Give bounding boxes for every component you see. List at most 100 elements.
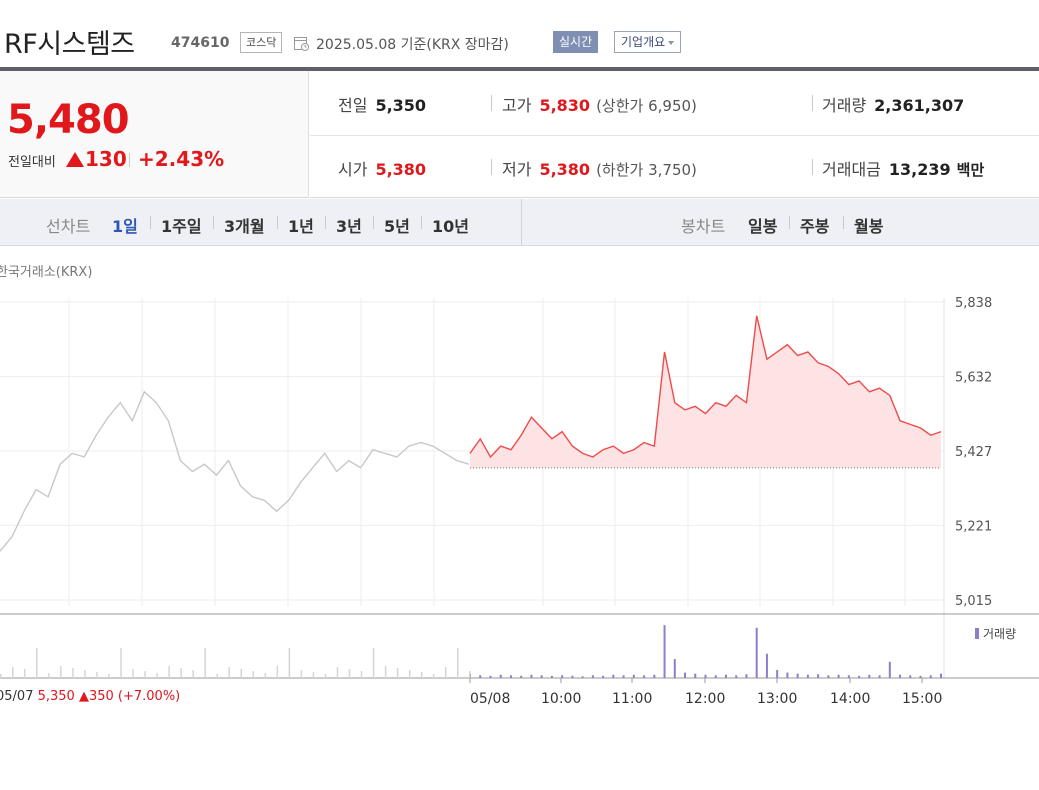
tab-separator <box>421 216 422 229</box>
tab-1y[interactable]: 1년 <box>288 217 314 236</box>
stat-separator <box>812 95 813 111</box>
volume-bar <box>878 675 881 678</box>
tab-1w[interactable]: 1주일 <box>161 217 202 236</box>
prev-volume-bar <box>444 667 447 678</box>
prev-volume-bar <box>12 667 14 678</box>
compare-label: 전일대비 <box>8 155 56 170</box>
volume-bar <box>847 675 850 678</box>
volume-bar <box>806 674 809 678</box>
today-line <box>469 315 942 459</box>
tab-1d[interactable]: 1일 <box>112 217 138 236</box>
prev-volume-bar <box>72 668 74 678</box>
prev-volume-bar <box>288 648 291 678</box>
volume-bar <box>909 675 912 678</box>
chart-grid <box>0 298 1039 679</box>
prev-volume-bar <box>168 666 170 678</box>
volume-bar <box>581 676 584 678</box>
prev-volume-bar <box>180 668 182 678</box>
stock-name: RF시스템즈 <box>4 29 135 60</box>
volume-bar <box>499 674 502 678</box>
prev-volume-bar <box>204 648 206 678</box>
volume-bar <box>888 661 891 678</box>
stat-value: 5,830 <box>539 96 591 115</box>
company-overview-label: 기업개요 <box>621 35 666 49</box>
prev-volume-bar <box>108 674 110 678</box>
prev-day-rate: (+7.00%) <box>117 689 181 704</box>
volume-legend: 거래량 <box>975 625 1016 642</box>
tabs-divider <box>521 199 522 246</box>
volume-bar <box>571 675 574 678</box>
tab-10y[interactable]: 10년 <box>432 217 469 236</box>
volume-bar <box>694 673 697 678</box>
prev-volume-bar <box>264 673 267 678</box>
up-arrow-icon <box>66 152 84 167</box>
data-source: 한국거래소(KRX) <box>0 265 93 280</box>
volume-bar <box>929 675 932 678</box>
tab-monthly-candle[interactable]: 월봉 <box>854 217 884 236</box>
prev-volume-bar <box>60 666 62 678</box>
calendar-icon <box>294 37 309 51</box>
prev-volume-bar <box>216 674 218 678</box>
price-chart: 5,838 5,632 5,427 5,221 5,015 05/08 10:00 11:00… <box>0 296 1039 707</box>
prev-volume-bar <box>120 648 122 678</box>
stock-code: 474610 <box>171 35 230 51</box>
line-chart-label: 선차트 <box>46 217 91 236</box>
header-divider <box>0 67 1039 71</box>
y-tick-label: 5,221 <box>955 519 992 534</box>
stat-separator <box>491 95 492 111</box>
volume-bar <box>899 674 902 678</box>
volume-bar <box>530 674 533 678</box>
stat-amount: 거래대금 13,239 백만 <box>822 156 984 180</box>
y-tick-label: 5,427 <box>955 445 992 460</box>
y-tick-label: 5,632 <box>955 371 992 386</box>
prev-volume-bar <box>228 667 230 678</box>
y-tick-label: 5,015 <box>955 594 992 609</box>
tab-daily-candle[interactable]: 일봉 <box>748 217 778 236</box>
volume-bar <box>479 675 482 678</box>
volume-bar <box>940 673 942 678</box>
stat-high: 고가 5,830 (상한가 6,950) <box>502 92 697 116</box>
prev-volume-bar <box>360 671 363 678</box>
tab-separator <box>325 216 326 229</box>
volume-legend-label: 거래량 <box>983 627 1017 641</box>
x-tick-label: 05/08 <box>470 691 510 707</box>
stat-label: 시가 <box>338 160 368 179</box>
volume-bar <box>540 675 543 678</box>
tab-separator <box>843 216 844 229</box>
prev-volume-bar <box>276 666 279 678</box>
chart-area <box>470 315 941 469</box>
volume-bar <box>765 653 768 678</box>
stat-separator <box>812 159 813 175</box>
x-tick-label: 15:00 <box>902 691 942 707</box>
chart-period-tabs: 선차트 1일 1주일 3개월 1년 3년 5년 10년 봉차트 일봉 주봉 월봉 <box>0 199 1039 246</box>
stat-label: 저가 <box>502 160 532 179</box>
tab-weekly-candle[interactable]: 주봉 <box>800 217 830 236</box>
volume-bar <box>673 659 676 678</box>
current-price-box: 5,480 전일대비 130 +2.43% <box>0 71 309 198</box>
stat-low: 저가 5,380 (하한가 3,750) <box>502 156 697 180</box>
prev-volume-bar <box>420 672 423 678</box>
prev-volume-bar <box>0 674 2 678</box>
x-tick-label: 11:00 <box>612 691 652 707</box>
volume-bar <box>591 675 594 678</box>
prev-volume-bar <box>312 672 315 678</box>
company-overview-dropdown[interactable]: 기업개요 <box>614 31 682 53</box>
prev-volume-bar <box>348 669 351 678</box>
volume-bar <box>612 674 615 678</box>
volume-bar <box>489 675 492 678</box>
stat-open: 시가 5,380 <box>338 156 426 180</box>
tab-3m[interactable]: 3개월 <box>224 217 265 236</box>
stat-value: 2,361,307 <box>874 96 965 115</box>
volume-bar <box>704 674 707 678</box>
x-tick-label: 12:00 <box>685 691 725 707</box>
volume-bar <box>796 673 799 678</box>
tab-5y[interactable]: 5년 <box>384 217 410 236</box>
realtime-button[interactable]: 실시간 <box>553 31 599 53</box>
price-stats: 전일 5,350 고가 5,830 (상한가 6,950) 거래량 2,361,307 … <box>310 71 1039 198</box>
tab-3y[interactable]: 3년 <box>336 217 362 236</box>
base-date: 2025.05.08 기준(KRX 장마감) <box>316 37 509 53</box>
tab-separator <box>150 216 151 229</box>
stat-volume: 거래량 2,361,307 <box>822 92 964 116</box>
volume-bar <box>858 675 861 678</box>
prev-volume-bar <box>192 670 194 678</box>
